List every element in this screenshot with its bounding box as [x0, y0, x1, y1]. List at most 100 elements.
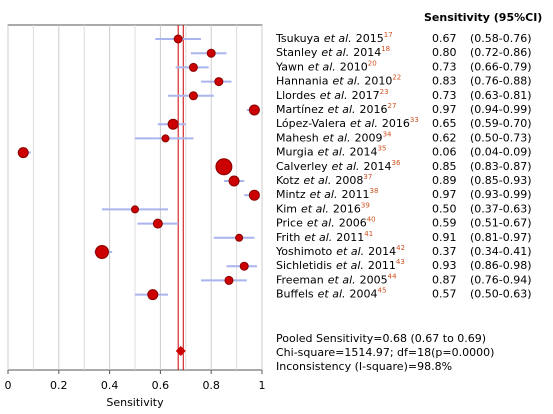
summary-line: Inconsistency (I-square)=98.8%	[276, 360, 452, 373]
year: 2015	[356, 32, 384, 45]
value-label: 0.06	[432, 146, 457, 159]
study-label: Calverley et al. 201436	[276, 159, 401, 173]
year: 2010	[340, 60, 368, 73]
value-label: 0.62	[432, 131, 457, 144]
ci-label: (0.93-0.99)	[470, 188, 532, 201]
study-label: Mintz et al. 201138	[276, 187, 378, 201]
study-label: Murgia et al. 201435	[276, 145, 386, 159]
study-label: Freeman et al. 200544	[276, 272, 397, 286]
year: 2017	[352, 89, 380, 102]
author: Mintz	[276, 188, 306, 201]
summary-line: Pooled Sensitivity=0.68 (0.67 to 0.69)	[276, 332, 486, 345]
year: 2005	[360, 273, 388, 286]
study-point	[188, 91, 198, 101]
value-label: 0.57	[432, 288, 457, 301]
study-label: Kotz et al. 200837	[276, 173, 372, 187]
ci-label: (0.50-0.63)	[470, 288, 532, 301]
value-label: 0.91	[432, 231, 457, 244]
ci-label: (0.72-0.86)	[470, 46, 532, 59]
ci-label: (0.63-0.81)	[470, 89, 532, 102]
study-label: Price et al. 200640	[276, 216, 376, 230]
et-al: et al.	[301, 202, 329, 215]
value-label: 0.59	[432, 217, 457, 230]
study-point	[228, 175, 240, 187]
pooled-diamond	[175, 346, 186, 356]
reference: 18	[381, 45, 390, 53]
author: Stanley	[276, 46, 318, 59]
reference: 27	[388, 102, 397, 110]
study-label: Hannania et al. 201022	[276, 74, 401, 88]
study-label: Tsukuya et al. 201517	[275, 31, 393, 45]
study-point	[131, 205, 139, 214]
x-tick-label: 0.6	[152, 379, 170, 392]
value-label: 0.97	[432, 103, 457, 116]
study-label: Yoshimoto et al. 201442	[275, 244, 405, 258]
study-label: Kim et al. 201639	[276, 201, 370, 215]
et-al: et al.	[307, 217, 335, 230]
ci-label: (0.50-0.73)	[470, 131, 532, 144]
reference: 45	[378, 287, 387, 295]
author: Murgia	[276, 146, 314, 159]
et-al: et al.	[323, 131, 351, 144]
value-label: 0.50	[432, 202, 457, 215]
year: 2014	[353, 46, 381, 59]
et-al: et al.	[332, 75, 360, 88]
year: 2016	[360, 103, 388, 116]
et-al: et al.	[304, 231, 332, 244]
value-label: 0.83	[432, 75, 457, 88]
ci-label: (0.04-0.09)	[470, 146, 532, 159]
author: Martínez	[276, 103, 324, 116]
year: 2011	[336, 231, 364, 244]
value-label: 0.73	[432, 60, 457, 73]
value-label: 0.80	[432, 46, 457, 59]
ci-label: (0.94-0.99)	[470, 103, 532, 116]
value-label: 0.37	[432, 245, 457, 258]
year: 2010	[364, 75, 392, 88]
ci-label: (0.58-0.76)	[470, 32, 532, 45]
reference: 38	[369, 187, 378, 195]
et-al: et al.	[332, 160, 360, 173]
value-label: 0.65	[432, 117, 457, 130]
author: Hannania	[276, 75, 328, 88]
value-label: 0.97	[432, 188, 457, 201]
value-label: 0.73	[432, 89, 457, 102]
author: López-Valera	[276, 117, 346, 130]
ci-label: (0.85-0.93)	[470, 174, 532, 187]
et-al: et al.	[303, 174, 331, 187]
et-al: et al.	[324, 32, 352, 45]
year: 2004	[350, 288, 378, 301]
study-point	[235, 233, 244, 242]
study-point	[167, 118, 179, 130]
study-point	[206, 48, 216, 58]
reference: 39	[361, 201, 370, 209]
study-point	[17, 147, 29, 159]
column-header: Sensitivity (95%CI)	[424, 11, 542, 24]
ci-label: (0.83-0.87)	[470, 160, 532, 173]
study-point	[239, 261, 249, 271]
et-al: et al.	[318, 146, 346, 159]
study-point	[173, 34, 183, 44]
year: 2014	[368, 245, 396, 258]
study-label: López-Valera et al. 201633	[276, 116, 419, 130]
reference: 33	[410, 116, 419, 124]
reference: 35	[377, 145, 386, 153]
year: 2014	[349, 146, 377, 159]
author: Mahesh	[276, 131, 319, 144]
ci-label: (0.51-0.67)	[470, 217, 532, 230]
ci-label: (0.86-0.98)	[470, 259, 532, 272]
author: Kim	[276, 202, 297, 215]
x-axis-label: Sensitivity	[106, 396, 164, 409]
value-label: 0.93	[432, 259, 457, 272]
author: Calverley	[276, 160, 328, 173]
year: 2011	[341, 188, 369, 201]
study-label: Martínez et al. 201627	[276, 102, 396, 116]
x-tick-label: 0.4	[101, 379, 119, 392]
et-al: et al.	[328, 103, 356, 116]
reference: 42	[396, 244, 405, 252]
et-al: et al.	[320, 89, 348, 102]
study-label: Stanley et al. 201418	[276, 45, 390, 59]
author: Frith	[276, 231, 300, 244]
et-al: et al.	[350, 117, 378, 130]
study-point	[215, 158, 233, 176]
